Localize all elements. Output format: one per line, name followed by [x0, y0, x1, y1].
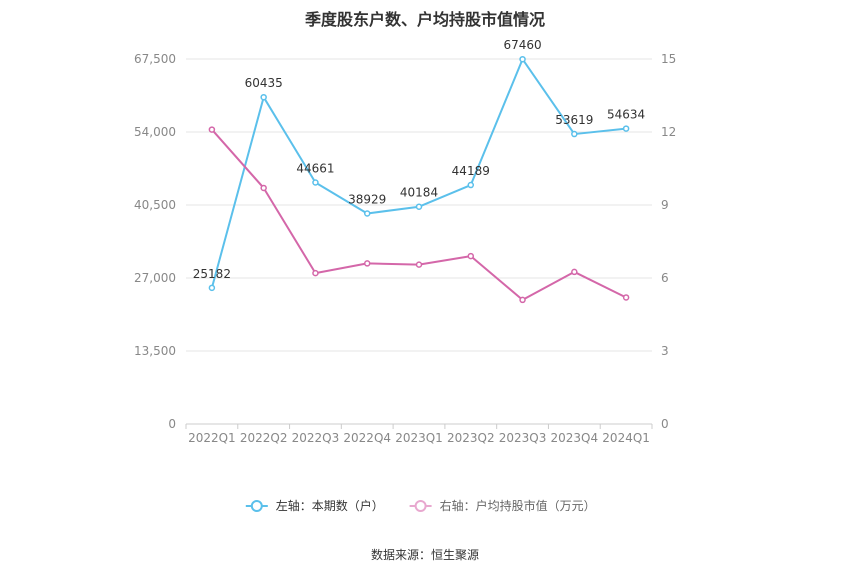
- series-1-point: [312, 179, 319, 186]
- data-label: 60435: [245, 76, 283, 90]
- data-label: 53619: [555, 113, 593, 127]
- series-2-point: [208, 126, 216, 133]
- series-line-1: [210, 58, 627, 289]
- right-axis-tick-label: 12: [661, 125, 676, 139]
- x-axis-tick-label: 2022Q2: [240, 431, 288, 445]
- series-1-point: [519, 55, 526, 63]
- right-axis-tick-label: 9: [661, 198, 669, 212]
- data-label: 44661: [296, 161, 334, 175]
- x-axis-tick-label: 2023Q3: [499, 431, 547, 445]
- legend-2-marker: [414, 500, 427, 512]
- x-axis-tick-label: 2023Q2: [447, 431, 495, 445]
- series-2-point: [571, 268, 578, 276]
- left-axis-tick-label: 0: [168, 417, 176, 431]
- left-axis-tick-label: 67,500: [134, 52, 176, 66]
- right-axis-tick-label: 0: [661, 417, 669, 431]
- legend-1-marker: [250, 500, 263, 512]
- data-label: 38929: [348, 192, 386, 206]
- x-axis-tick-label: 2023Q1: [395, 431, 443, 445]
- series-line-2: [211, 128, 627, 301]
- legend-1-label: 左轴：本期数（户）: [276, 498, 384, 513]
- chart-title: 季度股东户数、户均持股市值情况: [304, 10, 545, 29]
- x-axis-tick-label: 2024Q1: [602, 431, 650, 445]
- x-axis-tick-label: 2022Q4: [343, 431, 391, 445]
- series-2-point: [415, 261, 423, 268]
- data-label: 25182: [193, 267, 231, 281]
- data-label: 40184: [400, 186, 438, 200]
- series-1-point: [622, 125, 630, 132]
- x-axis-tick-label: 2022Q1: [188, 431, 236, 445]
- series-2-point: [467, 252, 475, 260]
- left-axis-tick-label: 27,000: [134, 271, 176, 285]
- left-axis-tick-label: 13,500: [134, 344, 176, 358]
- left-axis-tick-label: 54,000: [134, 125, 176, 139]
- data-label: 67460: [503, 38, 541, 52]
- right-axis-tick-label: 6: [661, 271, 669, 285]
- legend-2-label: 右轴：户均持股市值（万元）: [440, 498, 596, 513]
- series-1-point: [208, 284, 216, 292]
- data-label: 44189: [452, 164, 490, 178]
- series-1-point: [415, 203, 423, 210]
- series-2-point: [622, 294, 630, 301]
- right-axis-tick-label: 3: [661, 344, 669, 358]
- left-axis-tick-label: 40,500: [134, 198, 176, 212]
- right-axis-tick-label: 15: [661, 52, 676, 66]
- series-1-point: [363, 210, 371, 217]
- data-source-note: 数据来源：恒生聚源: [370, 548, 479, 562]
- series-2-point: [260, 184, 267, 192]
- x-axis-tick-label: 2022Q3: [292, 431, 340, 445]
- series-2-point: [519, 296, 526, 304]
- data-label: 54634: [607, 108, 645, 122]
- series-2-point: [363, 260, 371, 267]
- series-1-point: [571, 130, 578, 138]
- series-2-point: [312, 269, 319, 277]
- series-1-point: [467, 181, 475, 189]
- series-1-point: [260, 93, 267, 101]
- x-axis-tick-label: 2023Q4: [551, 431, 599, 445]
